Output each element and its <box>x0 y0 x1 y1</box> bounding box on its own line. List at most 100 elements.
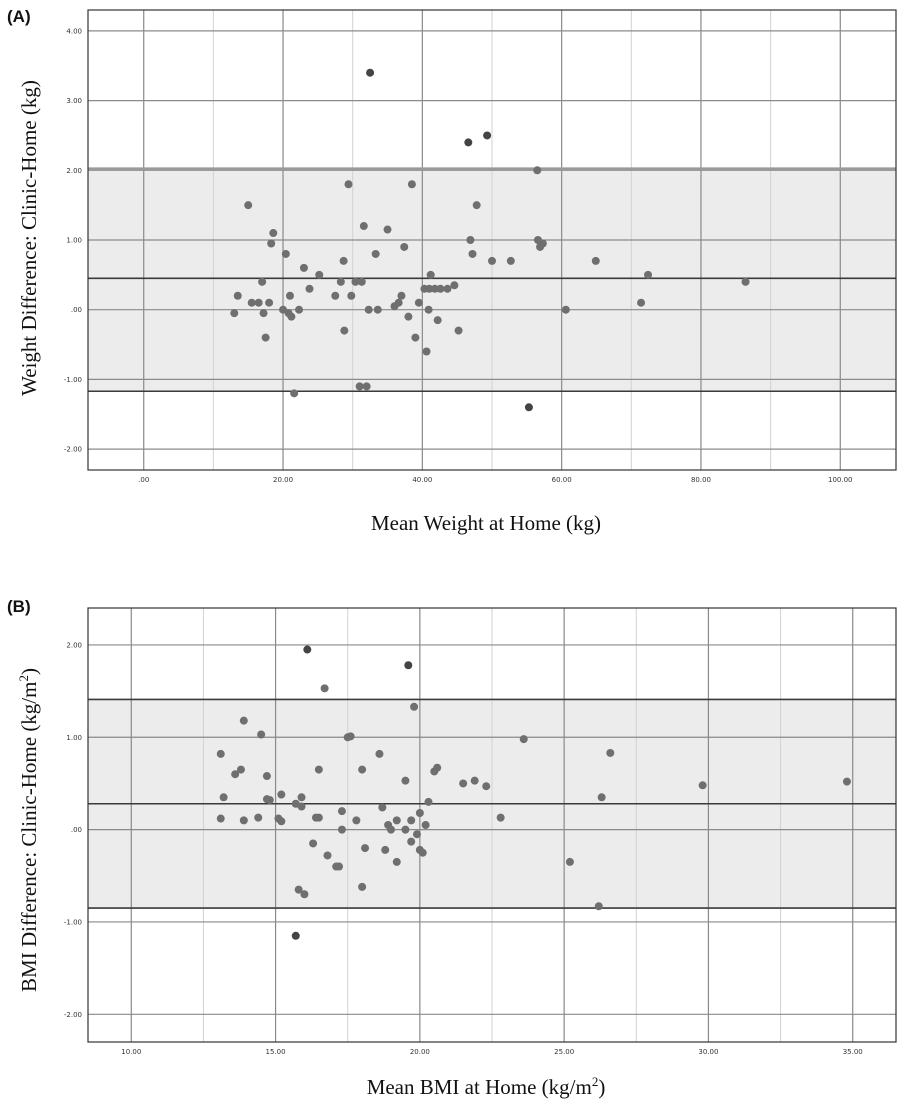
panel-a-data-point <box>443 284 452 293</box>
panel-a-label: (A) <box>7 7 31 26</box>
panel-a-data-point <box>414 298 423 307</box>
panel-a-y-tick-label: 1.00 <box>66 237 82 245</box>
panel-b-x-tick-label: 25.00 <box>554 1048 574 1056</box>
panel-b-y-tick-label: 1.00 <box>66 734 82 742</box>
panel-b-y-tick-label: .00 <box>71 826 82 834</box>
panel-a-data-point <box>400 242 409 251</box>
panel-b-data-point <box>698 781 707 790</box>
panel-a-data-point <box>591 256 600 265</box>
panel-a-data-point <box>383 225 392 234</box>
panel-b-data-point <box>216 749 225 758</box>
panel-a-x-tick-label: 40.00 <box>412 476 432 484</box>
panel-a-data-point <box>741 277 750 286</box>
panel-a-data-point <box>373 305 382 314</box>
panel-b-data-point <box>291 931 300 940</box>
panel-a-y-tick-label: -1.00 <box>64 376 82 384</box>
panel-b-data-point <box>352 816 361 825</box>
panel-b-data-point <box>375 749 384 758</box>
panel-b-data-point <box>262 772 271 781</box>
panel-b-y-tick-label: -1.00 <box>64 918 82 926</box>
panel-a-x-tick-label: .00 <box>138 476 149 484</box>
panel-b-data-point <box>496 813 505 822</box>
panel-b-data-point <box>482 782 491 791</box>
panel-b-data-point <box>381 845 390 854</box>
panel-b-y-tick-label: 2.00 <box>66 641 82 649</box>
panel-a-data-point <box>533 166 542 175</box>
panel-b-data-point <box>418 848 427 857</box>
panel-a-data-point <box>261 333 270 342</box>
panel-b-data-point <box>358 882 367 891</box>
panel-b-data-point <box>254 813 263 822</box>
panel-a-data-point <box>244 201 253 210</box>
panel-b-x-axis-title: Mean BMI at Home (kg/m2) <box>367 1074 606 1099</box>
panel-a-data-point <box>265 298 274 307</box>
panel-a-data-point <box>464 138 473 147</box>
panel-b-data-point <box>277 790 286 799</box>
panel-b-data-point <box>421 821 430 829</box>
panel-b-data-point <box>410 702 419 711</box>
panel-a-data-point <box>488 256 496 265</box>
panel-b-data-point <box>361 844 370 853</box>
panel-b-data-point <box>407 816 416 825</box>
panel-a-data-point <box>247 298 256 307</box>
panel-a-data-point <box>339 256 348 265</box>
panel-b-data-point <box>257 730 266 739</box>
panel-a-y-tick-label: 3.00 <box>66 97 82 105</box>
panel-b-data-point <box>216 814 225 823</box>
panel-a-data-point <box>561 305 570 314</box>
panel-b-data-point <box>606 748 615 757</box>
panel-a-data-point <box>315 270 324 279</box>
panel-b-data-point <box>231 770 240 779</box>
panel-b-data-point <box>265 796 274 805</box>
panel-b-data-point <box>401 776 410 785</box>
panel-a-frame <box>87 9 897 471</box>
panel-b-data-point <box>239 816 248 825</box>
panel-a-x-tick-label: 60.00 <box>552 476 572 484</box>
panel-b-data-point <box>392 857 401 866</box>
panel-b-data-point <box>236 765 245 774</box>
panel-b-data-point <box>219 793 228 802</box>
panel-b-y-tick-label: -2.00 <box>64 1011 82 1019</box>
panel-b-data-point <box>323 851 332 860</box>
panel-a-data-point <box>295 305 304 314</box>
panel-b-plot-area: 10.00 15.00 20.00 25.00 30.00 35.00 -2.00 -1.00… <box>64 607 897 1056</box>
panel-b-x-tick-label: 10.00 <box>121 1048 141 1056</box>
panel-a-data-point <box>299 263 308 272</box>
panel-b-data-point <box>300 890 309 899</box>
panel-b-data-point <box>337 825 346 834</box>
panel-a-data-point <box>450 281 459 290</box>
panel-a-data-point <box>344 180 353 189</box>
panel-b-x-tick-label: 15.00 <box>266 1048 286 1056</box>
panel-a-data-point <box>468 249 477 258</box>
panel-a-data-point <box>433 316 442 325</box>
panel-a: (A) .00 20.00 40.00 60.00 80.00 100.00 -2.00 -1… <box>7 7 897 535</box>
panel-b-data-point <box>842 777 851 786</box>
panel-a-data-point <box>538 239 547 248</box>
panel-a-data-point <box>351 277 360 286</box>
panel-a-data-point <box>331 291 340 300</box>
panel-b-data-point <box>470 776 479 785</box>
panel-b-data-point <box>407 837 416 846</box>
panel-b-label: (B) <box>7 597 31 616</box>
panel-a-data-point <box>524 403 533 412</box>
panel-a-y-tick-label: 2.00 <box>66 167 82 175</box>
panel-a-data-point <box>364 305 373 314</box>
panel-a-data-point <box>287 312 296 321</box>
panel-b-data-point <box>415 808 424 817</box>
panel-b-data-point <box>404 661 413 670</box>
panel-a-data-point <box>404 312 413 321</box>
panel-a-data-point <box>430 284 439 293</box>
panel-a-data-point <box>357 277 366 286</box>
panel-a-data-point <box>466 236 475 244</box>
panel-a-x-tick-label: 80.00 <box>691 476 711 484</box>
panel-b-data-point <box>335 862 344 871</box>
panel-a-data-point <box>472 201 481 210</box>
panel-a-data-point <box>254 298 263 307</box>
panel-b-data-point <box>412 830 421 839</box>
panel-a-x-axis-title: Mean Weight at Home (kg) <box>371 511 601 535</box>
panel-a-data-point <box>286 291 294 300</box>
panel-a-data-point <box>424 305 433 314</box>
panel-b-data-point <box>314 765 323 774</box>
panel-b-data-point <box>314 813 323 822</box>
